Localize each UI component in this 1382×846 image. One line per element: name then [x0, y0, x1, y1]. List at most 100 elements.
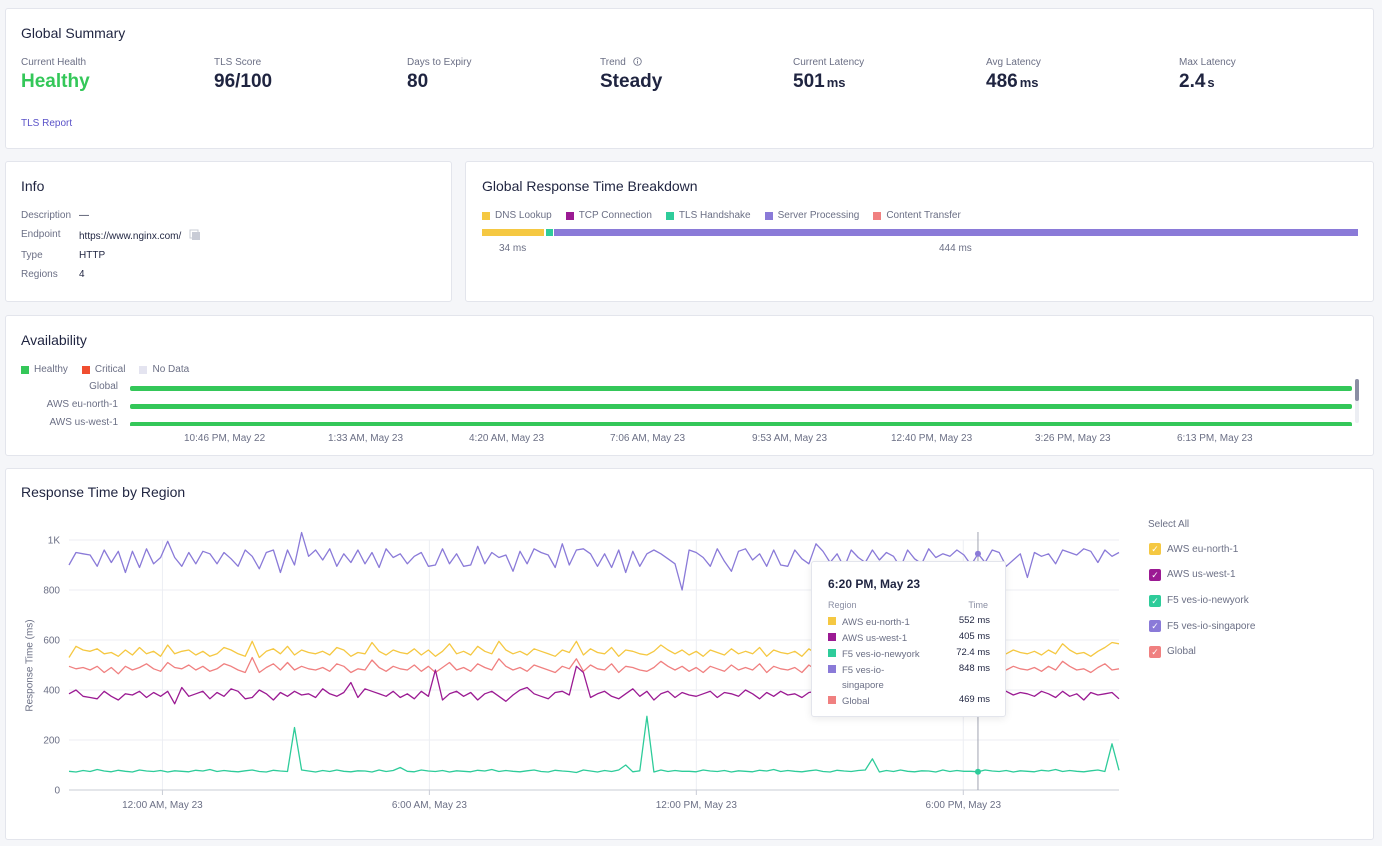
checkbox-aws-us-west-1[interactable]: ✓: [1149, 569, 1161, 581]
metric-unit: ms: [826, 75, 846, 90]
breakdown-title: Global Response Time Breakdown: [482, 178, 698, 194]
legend-critical[interactable]: Critical: [81, 364, 126, 375]
series-line-f5-ves-io-newyork: [68, 715, 1120, 774]
metric-value: 2.4 s: [1179, 71, 1215, 93]
metric-label: Max Latency: [1179, 57, 1236, 68]
info-key: Description: [21, 210, 72, 221]
y-tick-label: 600: [43, 636, 60, 647]
availability-tick: 12:40 PM, May 23: [891, 433, 973, 444]
hover-point: [974, 768, 981, 775]
region-label[interactable]: F5 ves-io-singapore: [1167, 621, 1256, 632]
metric-number: 501: [793, 71, 825, 92]
legend-label: TLS Handshake: [678, 210, 751, 221]
tooltip-swatch: [828, 649, 836, 657]
x-tick-label: 12:00 AM, May 23: [122, 800, 203, 811]
endpoint-url: https://www.nginx.com/: [79, 231, 182, 242]
legend-label: No Data: [152, 364, 190, 375]
metric-number: 486: [986, 71, 1018, 92]
x-tick-label: 6:00 AM, May 23: [392, 800, 467, 811]
tooltip-region: AWS eu-north-1: [842, 617, 910, 628]
metric-value: 80: [407, 71, 429, 92]
breakdown-stacked-bar[interactable]: [482, 229, 1358, 236]
legend-swatch: [139, 365, 148, 374]
legend-content-transfer[interactable]: Content Transfer: [873, 210, 961, 221]
metric-value: 501 ms: [793, 71, 846, 93]
region-label[interactable]: AWS eu-north-1: [1167, 544, 1239, 555]
tooltip-header-region: Region: [828, 600, 857, 610]
legend-swatch: [81, 365, 90, 374]
info-value: —: [79, 210, 89, 221]
legend-label: Critical: [94, 364, 126, 375]
breakdown-segment-server-processing[interactable]: [552, 229, 1358, 236]
legend-tls-handshake[interactable]: TLS Handshake: [665, 210, 751, 221]
info-card: Info Description — Endpoint https://www.…: [5, 161, 452, 302]
availability-rows: Global AWS eu-north-1 AWS us-west-1: [6, 378, 1356, 426]
availability-tick: 1:33 AM, May 23: [328, 433, 404, 444]
legend-tcp-connection[interactable]: TCP Connection: [565, 210, 652, 221]
legend-swatch: [21, 365, 29, 374]
scrollbar-thumb[interactable]: [1355, 379, 1359, 401]
copy-icon[interactable]: [189, 229, 201, 241]
global-summary-title: Global Summary: [21, 25, 126, 41]
chart-tooltip: 6:20 PM, May 23 Region Time AWS eu-north…: [811, 561, 1006, 717]
availability-tick: 4:20 AM, May 23: [469, 433, 545, 444]
tooltip-time: 405 ms: [958, 631, 990, 642]
info-circle-icon[interactable]: [632, 57, 642, 66]
response-time-title: Response Time by Region: [21, 484, 186, 500]
availability-tick: 10:46 PM, May 22: [184, 433, 266, 444]
availability-legend: Healthy Critical No Data: [21, 364, 189, 375]
response-time-card: [5, 468, 1374, 840]
legend-swatch: [665, 211, 674, 220]
legend-label: Healthy: [34, 364, 68, 375]
region-label[interactable]: Global: [1167, 646, 1196, 657]
tls-report-link[interactable]: TLS Report: [21, 118, 73, 129]
checkbox-f5-ves-io-newyork[interactable]: ✓: [1149, 595, 1161, 607]
y-tick-label: 800: [43, 586, 60, 597]
availability-bar-aws-us-west-1[interactable]: [130, 422, 1352, 426]
legend-label: TCP Connection: [578, 210, 652, 221]
metric-label-text: Trend: [600, 57, 626, 68]
metric-label: TLS Score: [214, 57, 262, 68]
breakdown-label-server: 444 ms: [939, 243, 972, 254]
breakdown-segment-dns-lookup[interactable]: [482, 229, 544, 236]
availability-tick: 6:13 PM, May 23: [1177, 433, 1253, 444]
checkbox-aws-eu-north-1[interactable]: ✓: [1149, 543, 1161, 555]
region-label[interactable]: F5 ves-io-newyork: [1167, 595, 1249, 606]
legend-dns-lookup[interactable]: DNS Lookup: [482, 210, 552, 221]
y-tick-label: 0: [54, 786, 60, 797]
checkbox-global[interactable]: ✓: [1149, 646, 1161, 658]
legend-no-data[interactable]: No Data: [139, 364, 189, 375]
metric-value: 96/100: [214, 71, 273, 92]
info-key: Type: [21, 250, 43, 261]
metric-label: Days to Expiry: [407, 57, 472, 68]
checkbox-f5-ves-io-singapore[interactable]: ✓: [1149, 620, 1161, 632]
select-all-link[interactable]: Select All: [1148, 519, 1190, 530]
info-key: Regions: [21, 269, 58, 280]
info-value: 4: [79, 269, 85, 280]
region-label[interactable]: AWS us-west-1: [1167, 569, 1236, 580]
tooltip-time: 469 ms: [958, 694, 990, 705]
breakdown-label-dns: 34 ms: [499, 243, 527, 254]
legend-healthy[interactable]: Healthy: [21, 364, 68, 375]
metric-value: Healthy: [21, 71, 90, 92]
metric-label: Current Latency: [793, 57, 865, 68]
tooltip-region: F5 ves-io-singapore: [842, 665, 885, 691]
info-key: Endpoint: [21, 229, 61, 240]
availability-scrollbar[interactable]: [1355, 379, 1359, 423]
x-tick-label: 12:00 PM, May 23: [656, 800, 738, 811]
availability-title: Availability: [21, 332, 87, 348]
tooltip-title: 6:20 PM, May 23: [828, 577, 921, 591]
legend-server-processing[interactable]: Server Processing: [764, 210, 860, 221]
breakdown-legend: DNS Lookup TCP Connection TLS Handshake …: [482, 210, 961, 221]
breakdown-segment-tcp-connection[interactable]: [543, 229, 546, 236]
info-value: https://www.nginx.com/: [79, 229, 201, 242]
info-title: Info: [21, 178, 45, 194]
availability-bar-global[interactable]: [130, 386, 1352, 391]
availability-bar-aws-eu-north-1[interactable]: [130, 404, 1352, 409]
legend-label: Server Processing: [777, 210, 860, 221]
metric-number: 2.4: [1179, 71, 1206, 92]
response-time-chart[interactable]: 0 200 400 600 800 1K 12:00 AM, May 23 6:00 AM, …: [0, 520, 1140, 830]
metric-unit: ms: [1019, 75, 1039, 90]
breakdown-segment-tls-handshake[interactable]: [545, 229, 553, 236]
hover-point: [974, 550, 981, 557]
